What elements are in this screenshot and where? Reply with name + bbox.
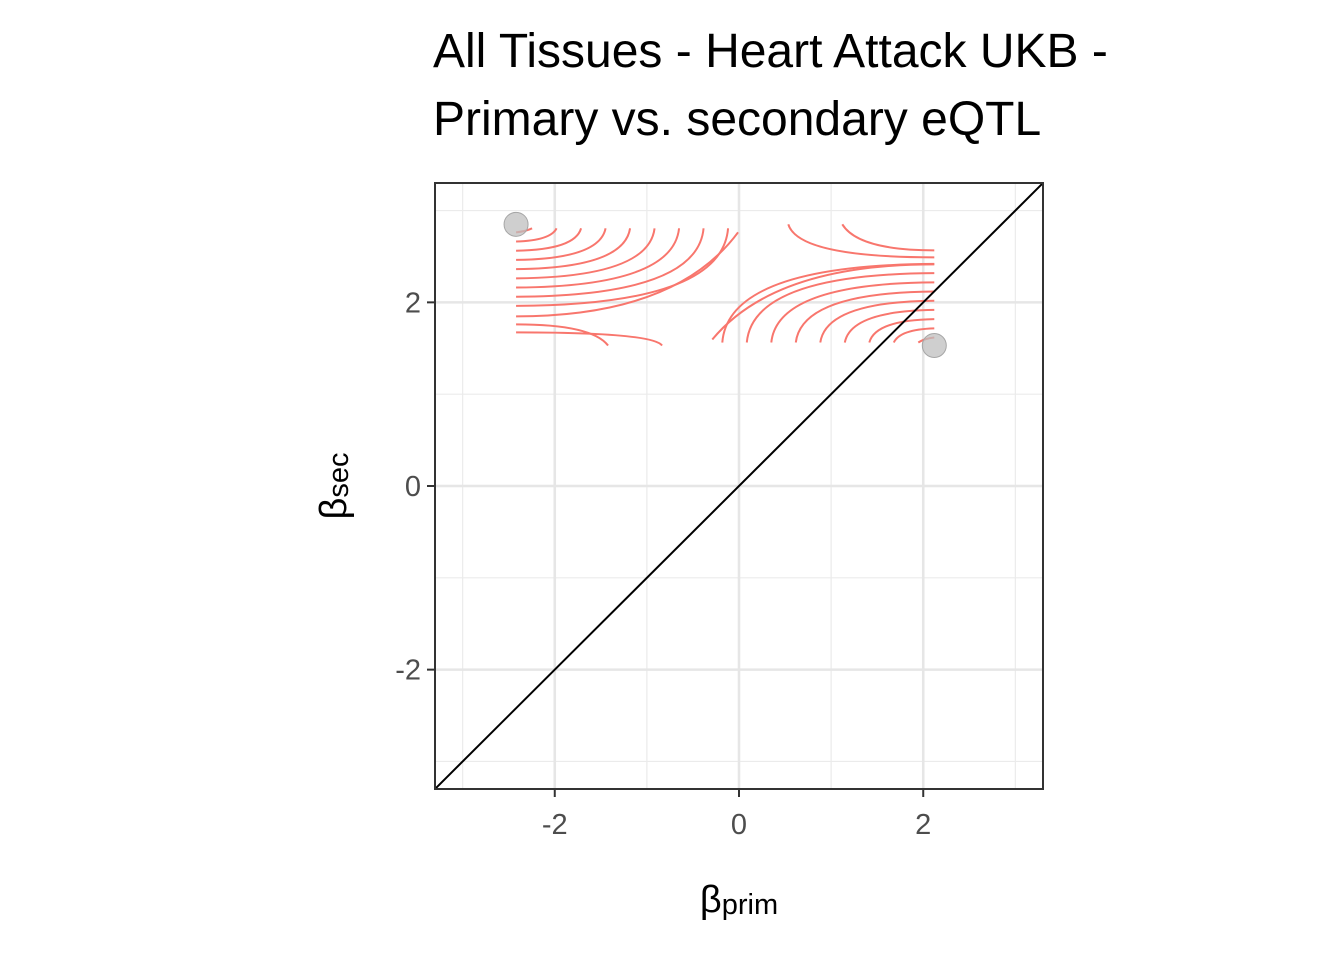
contour-right-lower [770, 281, 935, 343]
y-axis-title: βsec [313, 453, 355, 520]
x-tick-label: -2 [542, 809, 568, 841]
identity-line [435, 183, 1043, 789]
chart-title-line-1: All Tissues - Heart Attack UKB - [433, 25, 1108, 78]
contour-right-lower [711, 263, 935, 341]
contour-right-lower [892, 327, 935, 344]
contour-left-upper [516, 228, 656, 280]
y-tick-label: 0 [405, 471, 421, 503]
x-tick-label: 0 [731, 809, 747, 841]
density-contours [515, 223, 935, 347]
contour-left-lower [516, 331, 663, 347]
x-tick-label: 2 [915, 809, 931, 841]
contour-left-upper [516, 227, 558, 243]
x-axis: -2 0 2 [542, 789, 931, 841]
contour-left-upper [516, 227, 583, 252]
contour-right-lower [868, 318, 935, 343]
contour-left-upper [516, 228, 681, 289]
contour-right-lower [794, 290, 935, 343]
contour-right-lower [745, 272, 935, 343]
contour-right-upper [841, 223, 935, 252]
chart-title-line-2: Primary vs. secondary eQTL [433, 93, 1042, 146]
contour-left-upper [516, 231, 739, 318]
contour-left-upper [516, 228, 607, 261]
contour-right-lower [819, 299, 935, 343]
contour-left-upper [516, 228, 705, 298]
contour-right-lower [843, 308, 935, 343]
contour-right-upper [787, 223, 935, 259]
data-point [921, 333, 947, 359]
y-tick-label: -2 [395, 655, 421, 687]
y-tick-label: 2 [405, 287, 421, 319]
data-point [503, 211, 529, 237]
data-points [503, 211, 947, 359]
contour-left-lower [516, 323, 609, 347]
y-axis: -2 0 2 [395, 287, 435, 687]
identity-line-group [435, 183, 1043, 789]
x-axis-title: βprim [700, 879, 778, 921]
contour-left-upper [516, 228, 632, 271]
